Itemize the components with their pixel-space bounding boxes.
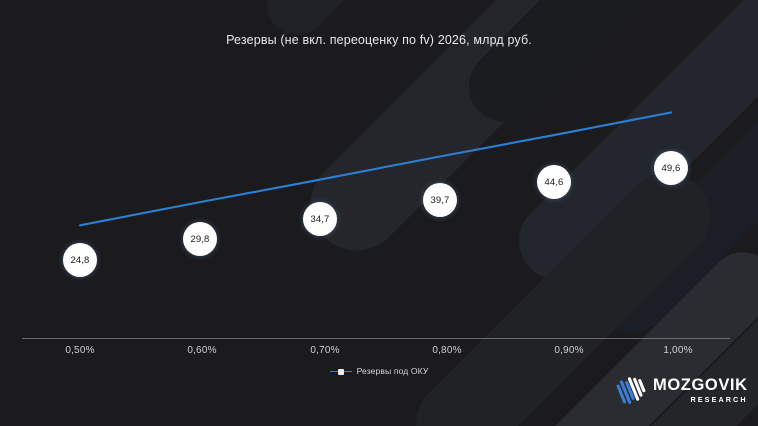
data-point-marker[interactable]: 34,7	[303, 202, 337, 236]
x-axis-line	[22, 338, 730, 339]
x-tick-label-5: 1,00%	[663, 345, 693, 356]
x-tick-label-2: 0,70%	[310, 345, 340, 356]
chart-legend: Резервы под ОКУ	[0, 366, 758, 376]
x-tick-label-0: 0,50%	[65, 345, 95, 356]
data-point-marker[interactable]: 39,7	[423, 183, 457, 217]
data-point-marker[interactable]: 24,8	[63, 243, 97, 277]
logo-name: MOZGOVIK	[653, 375, 748, 394]
mozgovik-slashes-icon	[616, 377, 646, 404]
x-tick-label-3: 0,80%	[432, 345, 462, 356]
line-marker-icon	[329, 367, 352, 376]
data-point-marker[interactable]: 44,6	[537, 165, 571, 199]
data-point-marker[interactable]: 49,6	[654, 151, 688, 185]
data-point-marker[interactable]: 29,8	[183, 222, 217, 256]
chart-title: Резервы (не вкл. переоценку по fv) 2026,…	[226, 33, 532, 47]
logo-subtitle: RESEARCH	[690, 395, 748, 405]
x-tick-label-1: 0,60%	[187, 345, 217, 356]
legend-item-label[interactable]: Резервы под ОКУ	[356, 366, 429, 376]
x-tick-label-4: 0,90%	[554, 345, 584, 356]
mozgovik-logo: MOZGOVIK RESEARCH	[616, 375, 748, 405]
